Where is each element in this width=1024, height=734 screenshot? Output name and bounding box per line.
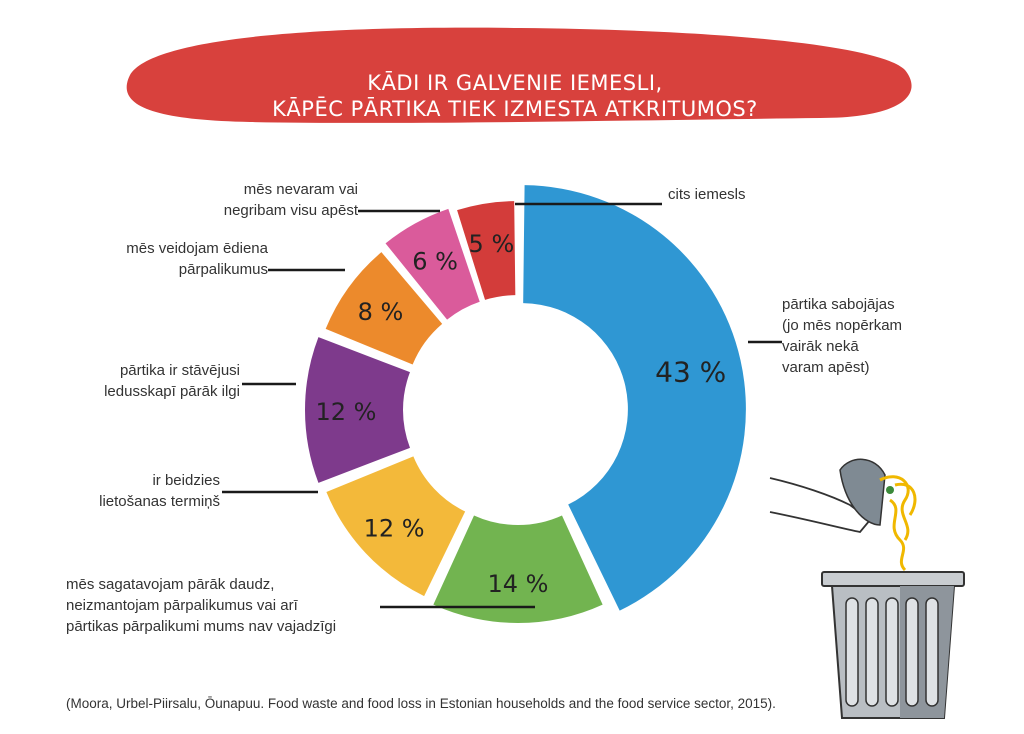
title-line-2: KĀPĒC PĀRTIKA TIEK IZMESTA ATKRITUMOS? xyxy=(272,97,758,121)
slice-label-leftovers: mēs veidojam ēdiena pārpalikumus xyxy=(126,240,268,278)
chart-title: KĀDI IR GALVENIE IEMESLI, KĀPĒC PĀRTIKA … xyxy=(120,30,910,130)
slice-value-label: 6 % xyxy=(412,247,458,275)
slice-value-label: 5 % xyxy=(469,230,515,258)
donut-slice xyxy=(457,201,516,300)
donut-slice xyxy=(523,185,746,611)
source-citation: (Moora, Urbel-Piirsalu, Ōunapuu. Food wa… xyxy=(66,696,776,711)
title-banner xyxy=(126,27,912,123)
slice-label-other: cits iemesls xyxy=(668,186,746,203)
donut-slice xyxy=(433,515,603,623)
slice-label-spoils: pārtika sabojājas (jo mēs nopērkam vairā… xyxy=(782,296,903,376)
donut-slice xyxy=(326,456,466,597)
title-line-1: KĀDI IR GALVENIE IEMESLI, xyxy=(367,71,663,95)
slice-label-expired: ir beidzies lietošanas termiņš xyxy=(99,472,220,510)
slice-value-label: 14 % xyxy=(488,570,549,598)
donut-slice xyxy=(305,337,410,483)
donut-slice xyxy=(325,252,443,365)
trash-can-icon xyxy=(821,571,965,719)
slice-value-label: 8 % xyxy=(358,298,404,326)
slice-label-cant-eat: mēs nevaram vai negribam visu apēst xyxy=(223,181,358,219)
slice-value-label: 12 % xyxy=(316,398,377,426)
slice-label-fridge: pārtika ir stāvējusi ledusskapī pārāk il… xyxy=(104,362,240,400)
slice-value-label: 43 % xyxy=(655,355,726,388)
hand-with-bowl-icon xyxy=(769,458,917,572)
slice-value-label: 12 % xyxy=(364,514,425,542)
slice-label-prepare-too-much: mēs sagatavojam pārāk daudz, neizmantoja… xyxy=(66,576,337,635)
donut-slice xyxy=(385,208,480,320)
